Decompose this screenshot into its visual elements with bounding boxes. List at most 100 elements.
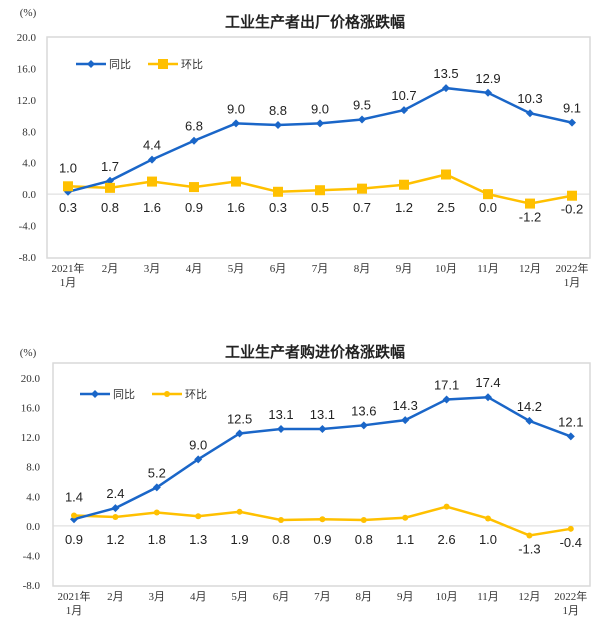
data-label-yoy: 10.7 <box>391 88 416 103</box>
data-point-mom <box>112 513 119 520</box>
data-point-yoy <box>106 176 114 185</box>
y-tick-label: 4.0 <box>26 491 40 503</box>
data-label-yoy: 13.6 <box>351 403 376 418</box>
data-point-mom <box>63 181 73 192</box>
x-tick-label: 7月 <box>314 591 331 603</box>
chart-1: 工业生产者出厂价格涨跌幅 (%) 20.0 16.0 12.0 8.0 4.0 0.0 -4.0… <box>17 7 591 289</box>
data-label-mom: -0.2 <box>561 202 583 217</box>
data-point-yoy <box>190 136 198 145</box>
y-tick-label: -4.0 <box>23 550 41 562</box>
data-label-yoy: 0.3 <box>59 200 77 215</box>
y-tick-label: -8.0 <box>19 252 37 264</box>
data-label-mom: -1.2 <box>519 210 541 225</box>
data-point-yoy <box>277 425 285 434</box>
data-point-yoy <box>568 118 576 127</box>
x-tick-label: 1月 <box>66 605 83 617</box>
x-tick-label: 1月 <box>60 277 77 289</box>
data-label-yoy: 8.8 <box>269 103 287 118</box>
data-label-yoy: 10.3 <box>517 91 542 106</box>
data-point-mom <box>357 183 367 194</box>
data-point-yoy <box>152 483 161 492</box>
data-label-yoy: 14.2 <box>517 399 542 414</box>
data-label-mom: 2.5 <box>437 200 455 215</box>
data-point-yoy <box>525 416 534 425</box>
data-point-yoy <box>358 115 366 124</box>
data-label-mom: 1.2 <box>106 532 124 547</box>
data-label-yoy: 9.1 <box>563 101 581 116</box>
y-tick-label: 0.0 <box>22 189 36 201</box>
y-unit-label: (%) <box>20 347 37 359</box>
legend-label: 同比 <box>109 58 131 71</box>
x-tick-label: 3月 <box>144 263 161 275</box>
data-label-mom: 1.6 <box>143 200 161 215</box>
data-label-yoy: 9.5 <box>353 98 371 113</box>
data-point-mom <box>273 186 283 197</box>
chart-title: 工业生产者购进价格涨跌幅 <box>225 343 405 361</box>
data-point-mom <box>71 512 77 519</box>
data-label-yoy: 1.7 <box>101 159 119 174</box>
data-point-yoy <box>111 504 120 513</box>
legend-marker <box>164 391 170 397</box>
data-label-mom: 0.5 <box>311 200 329 215</box>
y-tick-label: 0.0 <box>26 521 40 533</box>
x-tick-label: 12月 <box>518 591 540 603</box>
x-tick-label: 2月 <box>102 263 119 275</box>
data-label-yoy: 12.1 <box>558 414 583 429</box>
x-tick-label: 4月 <box>190 591 207 603</box>
data-label-mom: 0.7 <box>353 200 371 215</box>
plot-frame <box>52 362 591 587</box>
data-label-mom: 1.8 <box>148 532 166 547</box>
data-point-yoy <box>442 84 450 93</box>
data-label-yoy: 9.0 <box>189 437 207 452</box>
data-label-yoy: 12.9 <box>475 71 500 86</box>
x-tick-label: 12月 <box>519 263 541 275</box>
data-point-mom <box>236 508 243 515</box>
data-label-yoy: 6.8 <box>185 119 203 134</box>
y-tick-label: -4.0 <box>19 221 37 233</box>
x-tick-label: 8月 <box>356 591 373 603</box>
data-point-yoy <box>442 395 451 404</box>
data-label-mom: -1.3 <box>518 541 540 556</box>
chart-2: 工业生产者购进价格涨跌幅 (%) 20.0 16.0 12.0 8.0 4.0 0.0 -4.0… <box>20 343 591 617</box>
legend-label: 环比 <box>181 58 203 71</box>
data-label-yoy: 2.4 <box>106 486 124 501</box>
data-label-mom: 0.8 <box>355 532 373 547</box>
data-point-yoy <box>148 155 156 164</box>
data-point-mom <box>360 516 367 523</box>
x-tick-label: 5月 <box>231 591 248 603</box>
data-label-mom: 2.6 <box>438 532 456 547</box>
data-label-yoy: 14.3 <box>393 398 418 413</box>
data-point-mom <box>441 169 451 180</box>
legend: 同比 环比 <box>76 58 203 71</box>
x-tick-label: 8月 <box>354 263 371 275</box>
data-point-mom <box>147 176 157 187</box>
x-tick-label: 10月 <box>435 263 457 275</box>
chart-title: 工业生产者出厂价格涨跌幅 <box>225 13 405 31</box>
data-label-mom: 1.1 <box>396 532 414 547</box>
data-label-mom: 1.0 <box>59 160 77 175</box>
data-label-yoy: 9.0 <box>311 101 329 116</box>
y-tick-label: 8.0 <box>26 462 40 474</box>
data-point-mom <box>189 182 199 193</box>
data-label-mom: 1.0 <box>479 532 497 547</box>
data-point-mom <box>195 513 202 520</box>
x-tick-label: 9月 <box>397 591 414 603</box>
legend-marker <box>87 60 95 68</box>
data-point-mom <box>525 198 535 209</box>
x-tick-label: 1月 <box>564 277 581 289</box>
data-label-yoy: 5.2 <box>148 465 166 480</box>
y-unit-label: (%) <box>20 7 37 19</box>
data-point-yoy <box>316 119 324 128</box>
data-point-yoy <box>484 88 492 97</box>
y-tick-label: 4.0 <box>22 158 36 170</box>
x-tick-label: 10月 <box>436 591 458 603</box>
y-tick-label: 12.0 <box>17 95 37 107</box>
data-point-mom <box>231 176 241 187</box>
plot-frame <box>46 36 591 259</box>
y-tick-label: 16.0 <box>21 403 41 415</box>
data-label-mom: 0.8 <box>101 200 119 215</box>
data-label-mom: -0.4 <box>560 535 582 550</box>
y-tick-label: 20.0 <box>17 32 37 44</box>
data-label-mom: 1.4 <box>65 490 83 505</box>
